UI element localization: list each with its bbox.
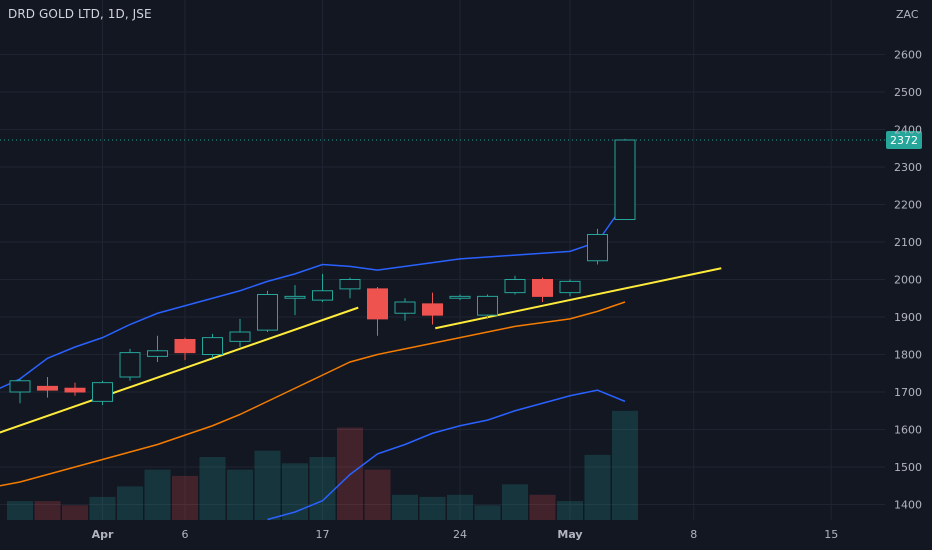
candle-up (394, 301, 416, 314)
price-tick-label: 2500 (894, 86, 922, 99)
candle-down (422, 303, 443, 316)
price-tick-label: 2400 (894, 124, 922, 137)
candle-up (587, 234, 608, 262)
time-tick-label: 8 (690, 528, 697, 541)
price-tick-label: 1600 (894, 424, 922, 437)
currency-label: ZAC (896, 8, 919, 21)
volume-bar (474, 505, 501, 520)
volume-bar (227, 469, 253, 520)
candlesticks (9, 138, 636, 406)
price-tick-label: 1800 (894, 349, 922, 362)
price-axis[interactable]: 2600 2500 2400 2300 2200 2100 2000 1900 1800 1700… (894, 8, 922, 512)
candle-up (92, 382, 113, 402)
volume-bar (309, 457, 336, 520)
volume-bar (172, 475, 198, 520)
time-tick-label: 6 (182, 528, 189, 541)
volume-bar (392, 494, 418, 520)
volume-bar (364, 469, 391, 520)
volume-bar (584, 454, 611, 520)
moving-averages (0, 202, 626, 521)
price-tick-label: 1900 (894, 311, 922, 324)
time-tick-label: May (557, 528, 582, 541)
price-tick-label: 2000 (894, 274, 922, 287)
price-tick-label: 1500 (894, 461, 922, 474)
price-tick-label: 2600 (894, 49, 922, 62)
volume-bar (7, 501, 33, 520)
volume-bar (199, 457, 226, 520)
volume-bar (447, 494, 473, 520)
volume-bar (89, 496, 116, 520)
volume-bar (419, 496, 446, 520)
candle-up (257, 294, 278, 331)
volume-bar (612, 410, 638, 520)
candle-down (37, 385, 58, 391)
last-price-tag-label: 2372 (890, 134, 918, 147)
candle-up (202, 337, 223, 355)
time-axis[interactable]: Apr 6 17 24 May 8 15 (92, 528, 839, 541)
volume-bar (529, 494, 556, 520)
ma-blue-lower-line (267, 389, 626, 521)
volume-bar (557, 501, 583, 520)
volume-bar (62, 505, 88, 520)
candle-up (504, 279, 526, 294)
price-tick-label: 2300 (894, 161, 922, 174)
last-price-tag (886, 131, 922, 149)
trendline[interactable] (435, 267, 722, 330)
last-price-line: 2372 (0, 131, 922, 149)
time-tick-label: 17 (316, 528, 330, 541)
price-tick-label: 1400 (894, 499, 922, 512)
volume-bar (282, 463, 308, 520)
price-tick-label: 2100 (894, 236, 922, 249)
trendlines[interactable] (0, 267, 722, 437)
price-tick-label: 2200 (894, 199, 922, 212)
trendline[interactable] (0, 306, 359, 437)
grid-lines (0, 0, 885, 520)
candle-down (532, 279, 553, 297)
symbol-title: DRD GOLD LTD, 1D, JSE (8, 7, 152, 21)
time-tick-label: 24 (453, 528, 467, 541)
candle-up (477, 295, 498, 316)
volume-bar (144, 469, 171, 520)
candle-up (9, 380, 31, 393)
ma-orange-extension (0, 481, 21, 487)
candle-down (174, 339, 196, 354)
ma-orange-line (19, 301, 626, 483)
volume-bar (117, 486, 143, 520)
volume-bar (254, 450, 281, 520)
candle-up (284, 295, 306, 299)
time-tick-label: 15 (824, 528, 838, 541)
ma-blue-line (19, 202, 626, 380)
candle-up (339, 279, 361, 290)
price-tick-label: 1700 (894, 386, 922, 399)
volume-bar (34, 501, 61, 520)
candle-up (229, 331, 251, 342)
candle-up (312, 290, 333, 301)
candle-up (147, 350, 168, 357)
candle-up (449, 295, 471, 299)
volume-bar (502, 484, 528, 520)
candle-up (559, 280, 581, 294)
candle-up (119, 352, 141, 378)
time-tick-label: Apr (92, 528, 114, 541)
candle-up (614, 139, 636, 220)
candle-down (367, 288, 388, 320)
candle-down (64, 387, 86, 393)
volume-bars (7, 410, 638, 520)
